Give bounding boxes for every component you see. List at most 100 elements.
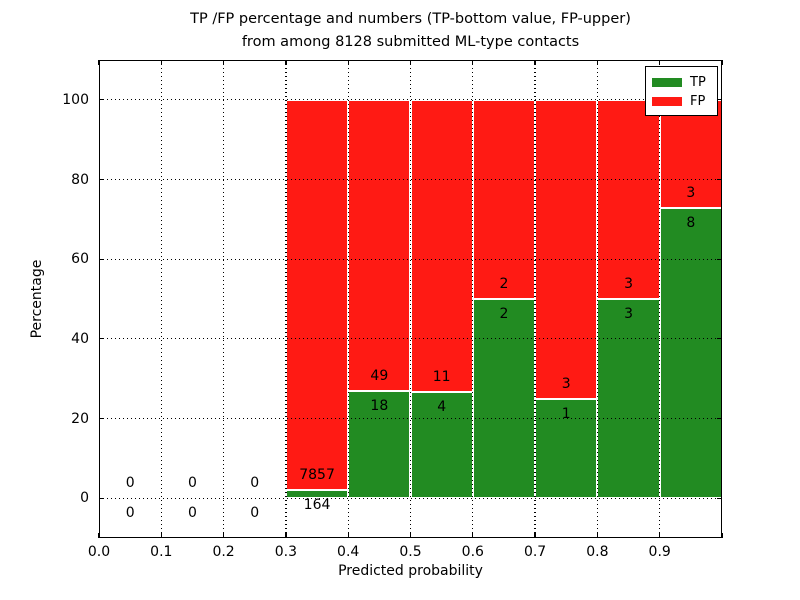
bar-segment-tp	[659, 208, 722, 499]
plot-area: TP FP 0 0 0 0 0 0 7857 164 49 18 11 4 2 2 3 1 3 3 3 8	[98, 60, 723, 538]
fp-count-label: 49	[370, 368, 389, 385]
tp-count-label: 3	[624, 306, 633, 322]
tp-count-label: 0	[187, 505, 197, 522]
fp-count-label: 0	[250, 475, 260, 492]
fp-count-label: 7857	[299, 467, 335, 484]
bar-segment-fp	[410, 99, 473, 392]
tp-count-label: 18	[370, 398, 389, 415]
gridline-vertical	[160, 60, 162, 538]
tp-count-label: 1	[561, 405, 571, 422]
bar-segment-tp	[535, 398, 598, 499]
bar-segment-tp	[472, 299, 536, 499]
gridline-vertical	[285, 60, 287, 538]
fp-count-label: 2	[499, 276, 509, 292]
fp-count-label: 11	[432, 368, 451, 385]
tp-count-label: 8	[686, 215, 696, 232]
x-tick-label: 0.2	[212, 544, 235, 560]
y-tick-mark	[717, 417, 722, 420]
x-tick-mark	[347, 533, 349, 538]
x-tick-label: 0.3	[274, 544, 298, 560]
x-tick-mark	[472, 533, 474, 538]
fp-count-label: 3	[624, 276, 633, 292]
x-tick-label: 0.6	[461, 544, 484, 560]
tp-count-label: 0	[125, 505, 135, 522]
x-axis-label: Predicted probability	[338, 563, 483, 579]
y-tick-label: 0	[80, 490, 89, 507]
y-tick-mark	[99, 99, 104, 101]
x-tick-label: 0.0	[87, 544, 111, 560]
y-tick-label: 20	[71, 410, 89, 427]
x-tick-mark	[98, 533, 100, 538]
x-tick-mark	[659, 533, 661, 538]
y-tick-mark	[99, 497, 104, 499]
tp-count-label: 2	[499, 306, 509, 322]
x-tick-label: 0.7	[523, 544, 547, 560]
x-tick-mark	[721, 533, 723, 538]
x-tick-mark	[347, 60, 349, 65]
y-tick-mark	[99, 338, 104, 340]
bar-segment-fp	[535, 99, 598, 399]
bar-segment-fp	[348, 99, 411, 392]
x-tick-mark	[596, 533, 599, 538]
x-tick-mark	[98, 60, 100, 65]
gridline-vertical	[534, 60, 536, 538]
fp-count-label: 0	[125, 475, 135, 492]
chart-title-line-2: from among 8128 submitted ML-type contac…	[241, 34, 580, 50]
y-tick-mark	[99, 178, 104, 181]
x-tick-mark	[409, 533, 412, 538]
gridline-vertical	[596, 60, 599, 538]
x-tick-label: 0.5	[399, 544, 422, 560]
y-tick-mark	[717, 178, 722, 181]
x-tick-mark	[472, 60, 474, 65]
y-tick-label: 40	[71, 330, 89, 347]
y-tick-mark	[717, 338, 722, 340]
gridline-vertical	[409, 60, 412, 538]
bar-segment-fp	[472, 99, 536, 299]
x-tick-mark	[285, 533, 287, 538]
tp-count-label: 4	[437, 398, 447, 415]
y-tick-mark	[717, 99, 722, 101]
tp-count-label: 0	[250, 505, 260, 522]
gridline-vertical	[222, 60, 225, 538]
legend-item-fp: FP	[652, 92, 717, 111]
x-tick-label: 0.9	[648, 544, 671, 560]
y-tick-mark	[717, 497, 722, 499]
gridline-vertical	[659, 60, 661, 538]
x-tick-mark	[596, 60, 599, 65]
bar-segment-tp	[348, 391, 411, 499]
fp-count-label: 0	[187, 475, 197, 492]
tp-count-label: 164	[303, 497, 331, 514]
fp-count-label: 3	[561, 375, 571, 392]
y-axis-label: Percentage	[29, 259, 45, 339]
legend-box: TP FP	[645, 66, 718, 116]
x-tick-mark	[721, 60, 723, 65]
x-tick-mark	[534, 60, 536, 65]
y-tick-mark	[99, 258, 104, 260]
x-tick-mark	[222, 533, 225, 538]
bar-segment-fp	[285, 99, 349, 491]
x-tick-mark	[534, 533, 536, 538]
bar-segment-fp	[597, 99, 660, 299]
x-tick-mark	[409, 60, 412, 65]
y-tick-label: 100	[62, 91, 89, 108]
x-tick-mark	[160, 60, 162, 65]
x-tick-label: 0.4	[337, 544, 360, 560]
y-tick-mark	[717, 258, 722, 260]
y-tick-label: 80	[71, 171, 89, 188]
x-tick-mark	[285, 60, 287, 65]
fp-count-label: 3	[686, 185, 696, 202]
legend-item-tp: TP	[652, 73, 717, 92]
legend-label-fp: FP	[690, 94, 706, 109]
bar-segment-tp	[597, 299, 660, 499]
x-tick-mark	[160, 533, 162, 538]
y-tick-label: 60	[71, 251, 89, 268]
legend-label-tp: TP	[690, 75, 706, 90]
legend-swatch-tp-icon	[652, 77, 682, 88]
legend-swatch-fp-icon	[652, 96, 682, 107]
gridline-vertical	[347, 60, 349, 538]
x-tick-mark	[222, 60, 225, 65]
x-tick-mark	[659, 60, 661, 65]
y-tick-mark	[99, 417, 104, 420]
x-tick-label: 0.1	[150, 544, 173, 560]
